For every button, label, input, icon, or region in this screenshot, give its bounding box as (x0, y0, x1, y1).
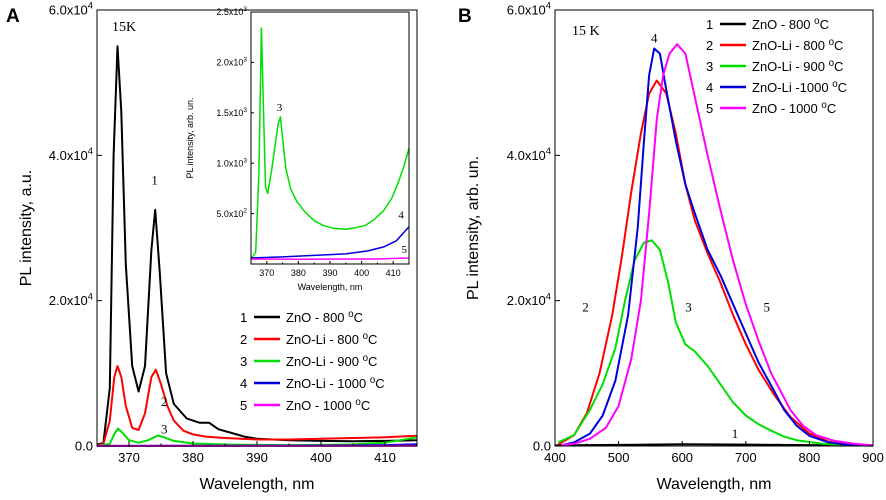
panel-b-curve-label-2: 2 (582, 300, 589, 315)
inset-chart: 370 380 390 400 410 5.0x102 1.0x103 1.5x103 2.0x… (185, 6, 410, 292)
panel-a-y-tick-label: 4.0x104 (49, 146, 93, 163)
panel-a-temperature-label: 15K (112, 20, 136, 35)
inset-series-3-line (250, 257, 410, 260)
panel-b-legend-label-4: ZnO-Li -1000 oC (752, 79, 847, 95)
panel-a-plot-frame (96, 9, 418, 447)
inset-x-tick-label: 390 (322, 268, 337, 278)
panel-b-x-tick-label: 600 (671, 450, 693, 465)
inset-y-tick-label: 2.5x103 (216, 6, 247, 17)
panel-a-legend-label-5: ZnO - 1000 oC (286, 397, 370, 413)
panel-b-series-4-line (561, 47, 874, 447)
panel-a-legend-label-1: ZnO - 800 oC (286, 309, 363, 325)
panel-b-legend: 1 ZnO - 800 oC 2 ZnO-Li - 800 oC 3 ZnO-Li - 9… (706, 16, 847, 116)
panel-b-series-2-line (557, 79, 874, 447)
panel-a-y-axis-label: PL intensity, a.u. (18, 170, 35, 287)
panel-a-y-tick-label: 6.0x104 (49, 1, 93, 18)
panel-b-axes: 400 500 600 700 800 900 0.0 2.0x104 4.0x104 6.0x1… (507, 1, 884, 465)
panel-b-legend-number-4: 4 (706, 80, 713, 95)
panel-a-legend-label-4: ZnO-Li - 1000 oC (286, 375, 385, 391)
panel-b-x-tick-label: 900 (862, 450, 884, 465)
panel-b-plot-frame (554, 9, 874, 447)
inset-y-tick-label: 1.0x103 (216, 157, 247, 168)
panel-a-legend-number-2: 2 (240, 332, 247, 347)
panel-label-a: A (6, 6, 20, 27)
panel-a-x-axis-label: Wavelength, nm (199, 476, 314, 493)
inset-curve-label-5: 5 (402, 244, 408, 256)
panel-b-y-axis-label: PL intensity, arb. un. (465, 156, 482, 300)
panel-a-series-2-line (96, 365, 418, 447)
panel-a-x-tick-label: 400 (310, 450, 332, 465)
panel-a-legend: 1 ZnO - 800 oC 2 ZnO-Li - 800 oC 3 ZnO-Li - 9… (240, 309, 385, 413)
panel-a-curve-label-2: 2 (161, 394, 168, 409)
panel-a-y-tick-label: 0.0 (75, 439, 93, 454)
inset-curve-label-4: 4 (398, 210, 404, 222)
inset-x-tick-label: 400 (354, 268, 369, 278)
panel-b-x-tick-label: 700 (735, 450, 757, 465)
panel-a-curve-label-1: 1 (151, 172, 158, 187)
panel-b-x-tick-label: 500 (608, 450, 630, 465)
panel-b-curve-label-3: 3 (685, 300, 692, 315)
panel-b-y-tick-label: 0.0 (533, 439, 551, 454)
inset-y-axis-label: PL intensity, arb. un. (185, 97, 195, 178)
inset-x-tick-label: 380 (291, 268, 306, 278)
panel-b-x-tick-label: 400 (544, 450, 566, 465)
inset-frame (250, 11, 410, 265)
inset-axes: 370 380 390 400 410 5.0x102 1.0x103 1.5x103 2.0x… (216, 6, 410, 278)
panel-b-legend-number-1: 1 (706, 17, 713, 32)
inset-x-tick-label: 410 (386, 268, 401, 278)
panel-b-y-tick-label: 6.0x104 (507, 1, 551, 18)
panel-b-x-tick-label: 800 (799, 450, 821, 465)
panel-a-x-tick-label: 410 (374, 450, 396, 465)
panel-b-curve-label-4: 4 (651, 31, 658, 46)
panel-b-legend-label-3: ZnO-Li - 900 oC (752, 58, 843, 74)
inset-y-tick-label: 5.0x102 (216, 208, 247, 219)
panel-a-legend-label-3: ZnO-Li - 900 oC (286, 353, 377, 369)
panel-a-legend-label-2: ZnO-Li - 800 oC (286, 331, 377, 347)
panel-b-legend-number-5: 5 (706, 101, 713, 116)
panel-a-curve-label-3: 3 (161, 422, 168, 437)
panel-label-b: B (458, 6, 472, 27)
panel-b-curve-label-1: 1 (732, 426, 739, 441)
inset-curve-label-3: 3 (277, 102, 283, 114)
panel-b-series-5-line (561, 43, 874, 447)
panel-b-legend-label-2: ZnO-Li - 800 oC (752, 37, 843, 53)
inset-series (250, 27, 410, 260)
panel-a-x-tick-label: 370 (118, 450, 140, 465)
panel-b-x-axis-label: Wavelength, nm (656, 476, 771, 493)
panel-b-series: 1 2 3 4 5 (554, 31, 874, 447)
panel-a-x-tick-label: 380 (182, 450, 204, 465)
inset-series-2-line (250, 226, 410, 259)
inset-y-tick-label: 1.5x103 (216, 107, 247, 118)
inset-series-1-line (250, 27, 410, 260)
panel-b-y-tick-label: 2.0x104 (507, 291, 551, 308)
panel-b-legend-number-3: 3 (706, 59, 713, 74)
panel-a-x-tick-label: 390 (246, 450, 268, 465)
inset-x-tick-label: 370 (259, 268, 274, 278)
panel-a-legend-number-4: 4 (240, 376, 247, 391)
panel-b-legend-number-2: 2 (706, 38, 713, 53)
panel-b-legend-label-1: ZnO - 800 oC (752, 16, 829, 32)
panel-b-series-3-line (557, 239, 874, 447)
panel-a-y-tick-label: 2.0x104 (49, 291, 93, 308)
panel-b-temperature-label: 15 K (572, 24, 600, 39)
panel-b: 1 2 3 4 5 400 500 600 700 800 900 0.0 2.0x104 4.0x10… (465, 1, 884, 493)
panel-b-legend-label-5: ZnO - 1000 oC (752, 100, 836, 116)
panel-b-curve-label-5: 5 (764, 300, 771, 315)
inset-x-axis-label: Wavelength, nm (298, 282, 363, 292)
panel-b-y-tick-label: 4.0x104 (507, 146, 551, 163)
panel-a-legend-number-5: 5 (240, 398, 247, 413)
inset-y-tick-label: 2.0x103 (216, 57, 247, 68)
panel-b-series-1-line (554, 443, 874, 447)
panel-a: 1 2 3 370 380 390 400 410 5.0x102 1.0x103 1.5x103… (18, 1, 418, 493)
panel-a-legend-number-1: 1 (240, 310, 247, 325)
panel-a-legend-number-3: 3 (240, 354, 247, 369)
inset-background (251, 12, 409, 264)
panel-a-axes: 370 380 390 400 410 0.0 2.0x104 4.0x104 6.0x104 (49, 1, 418, 465)
